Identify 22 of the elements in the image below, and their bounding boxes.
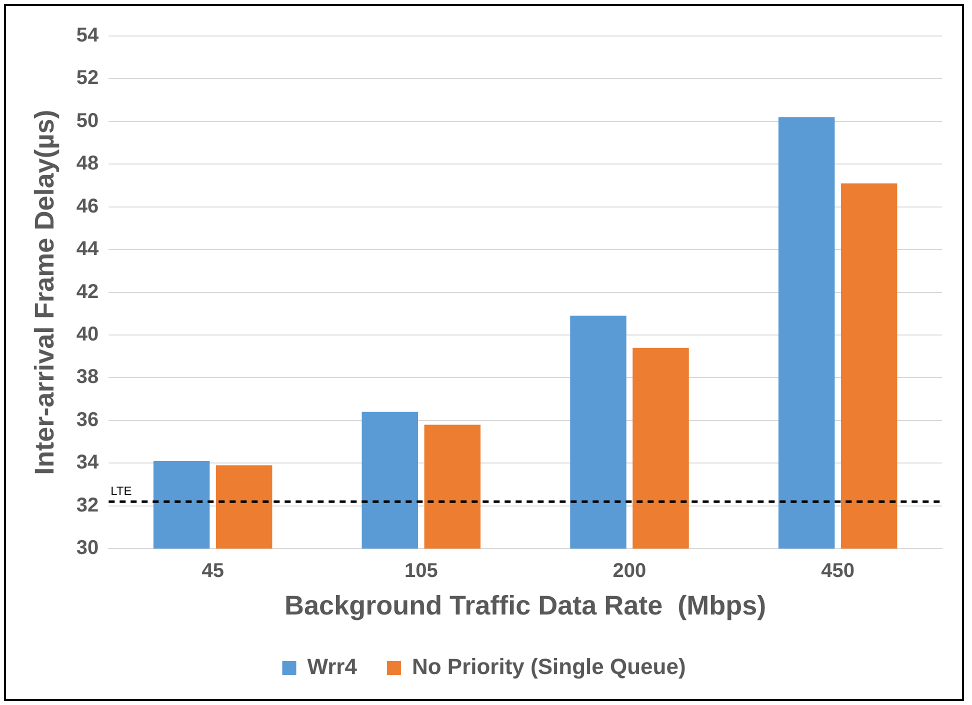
y-tick-label: 48	[76, 152, 99, 175]
y-tick-label: 50	[76, 110, 99, 132]
ref-line-label: LTE	[110, 484, 132, 498]
y-tick-label: 42	[76, 280, 99, 303]
y-tick-label: 54	[76, 24, 100, 47]
y-tick-label: 36	[76, 408, 99, 431]
y-tick-label: 40	[76, 324, 99, 346]
y-tick-label: 44	[76, 238, 100, 260]
y-tick-label: 52	[76, 67, 99, 90]
x-tick-label: 105	[404, 560, 438, 582]
legend-label: No Priority (Single Queue)	[412, 654, 686, 680]
x-tick-label: 45	[202, 560, 224, 582]
y-tick-label: 30	[76, 537, 99, 560]
x-tick-label: 200	[612, 560, 646, 582]
y-tick-label: 34	[76, 452, 100, 474]
legend-label: Wrr4	[307, 654, 358, 680]
y-axis-title: Inter-arrival Frame Delay(µs)	[30, 110, 60, 475]
y-tick-label: 38	[76, 366, 99, 388]
x-tick-label: 450	[821, 560, 855, 582]
x-axis-title: Background Traffic Data Rate (Mbps)	[284, 590, 766, 620]
y-tick-label: 32	[76, 494, 99, 516]
y-tick-label: 46	[76, 195, 99, 218]
